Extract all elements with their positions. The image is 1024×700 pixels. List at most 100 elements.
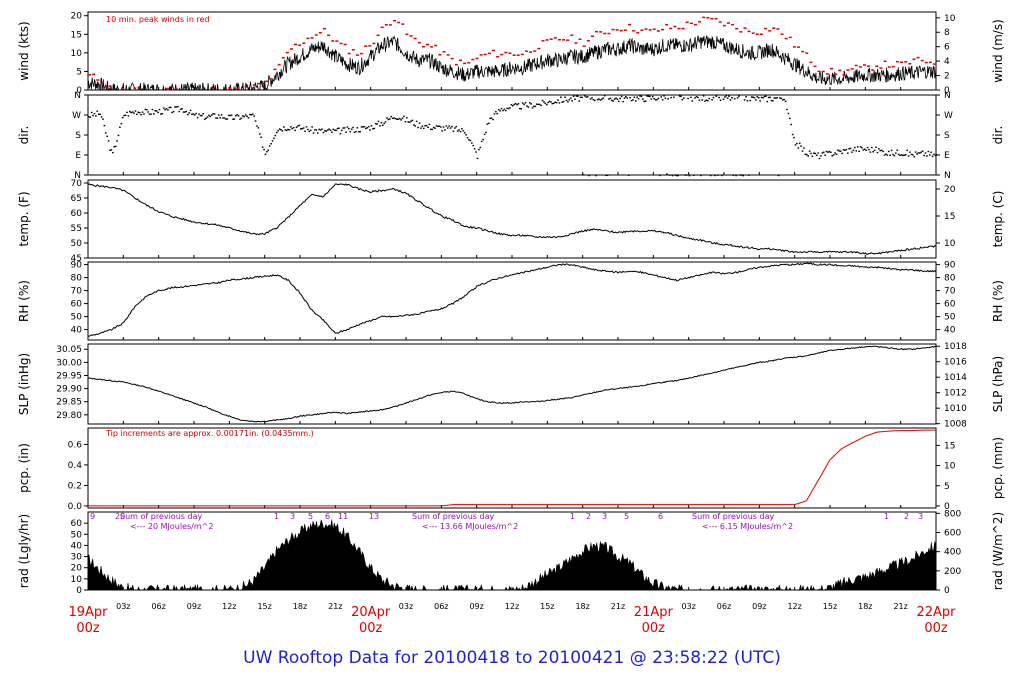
dir-point [636,96,638,98]
dir-point [104,132,107,134]
x-hour-tick-label: 15z [540,602,554,611]
temp-panel-frame [87,179,937,259]
dir-point [841,152,843,155]
dir-point [537,103,540,106]
wind-peak-mark [541,40,545,42]
dir-point [141,111,144,113]
wind-peak-mark [920,59,924,62]
dir-point [849,147,852,150]
rad-digit-marker: 5 [308,512,313,521]
dir-point [137,111,140,113]
dir-point [414,125,417,127]
wind-peak-mark [384,24,388,26]
temp-ytick-left-label: 60 [71,209,83,219]
temp-ytick-left-label: 70 [71,179,83,189]
wind-peak-mark [434,44,438,47]
wind-peak-mark [768,30,772,32]
dir-point [658,174,661,177]
wind-peak-mark [632,30,636,32]
dir-point [927,150,930,153]
dir-point [396,118,398,120]
dir-point [735,174,737,177]
dir-point [711,99,713,101]
dir-point [442,126,445,128]
dir-point [408,121,411,123]
dir-point [880,149,883,152]
dir-point [695,95,698,98]
rad-series [87,518,937,591]
dir-point [349,131,352,133]
dir-point [373,127,376,130]
dir-point [656,99,658,101]
x-hour-tick-label: 06z [717,602,731,611]
dir-point [872,151,874,153]
dir-point [377,120,380,123]
dir-point [285,129,288,132]
dir-ytick-left-label: N [74,171,81,181]
temp-series [87,183,937,255]
wind-peak-mark [689,22,693,25]
dir-point [155,110,158,112]
dir-point [492,118,494,121]
dir-ytick-right-label: N [944,171,951,181]
dir-point [916,153,918,155]
dir-point [598,98,600,100]
rad-digit-marker: 1 [570,512,575,521]
temp-ylabel-right: temp. (C) [991,191,1005,248]
dir-point [639,95,641,97]
rh-ytick-left-label: 90 [71,261,83,271]
dir-point [779,97,781,99]
temp-ytick-left-label: 65 [71,194,82,204]
dir-point [401,117,404,120]
dir-point [360,126,363,128]
dir-point [469,139,472,142]
wind-peak-mark [570,34,574,36]
x-hour-tick-label: 18z [858,602,872,611]
dir-point [740,174,743,176]
wind-peak-mark [450,57,454,60]
wind-peak-mark [388,24,392,26]
dir-point [890,149,893,152]
dir-point [226,118,229,120]
wind-peak-mark [710,17,714,20]
dir-point [113,146,116,148]
dir-point [458,129,460,131]
dir-point [493,113,496,115]
dir-point [185,110,188,113]
dir-point [321,128,323,130]
wind-peak-mark [96,79,100,81]
wind-peak-mark [537,47,541,50]
wind-peak-mark [751,32,755,34]
dir-point [520,108,523,110]
wind-peak-mark [735,27,739,30]
dir-point [112,151,114,154]
dir-point [209,115,212,118]
dir-point [910,153,913,156]
dir-point [736,97,739,99]
wind-peak-mark [792,46,796,48]
x-hour-tick-label: 03z [399,602,413,611]
dir-point [574,98,576,100]
dir-point [817,152,819,154]
dir-point [618,100,620,103]
dir-point [569,97,572,99]
dir-point [796,142,798,145]
dir-point [182,111,185,113]
dir-point [886,154,889,156]
dir-ytick-right-label: E [944,151,950,161]
rh-ytick-right-label: 70 [944,287,956,297]
wind-peak-mark [471,58,475,61]
dir-point [420,127,422,129]
dir-point [815,154,818,156]
dir-point [499,110,501,112]
dir-point [383,122,385,125]
dir-ytick-right-label: N [944,91,951,101]
dir-point [324,129,326,132]
dir-point [585,96,588,98]
wind-peak-mark [533,50,537,52]
dir-point [413,124,415,126]
dir-point [791,133,794,136]
wind-peak-mark [491,49,495,52]
dir-point [189,109,192,112]
